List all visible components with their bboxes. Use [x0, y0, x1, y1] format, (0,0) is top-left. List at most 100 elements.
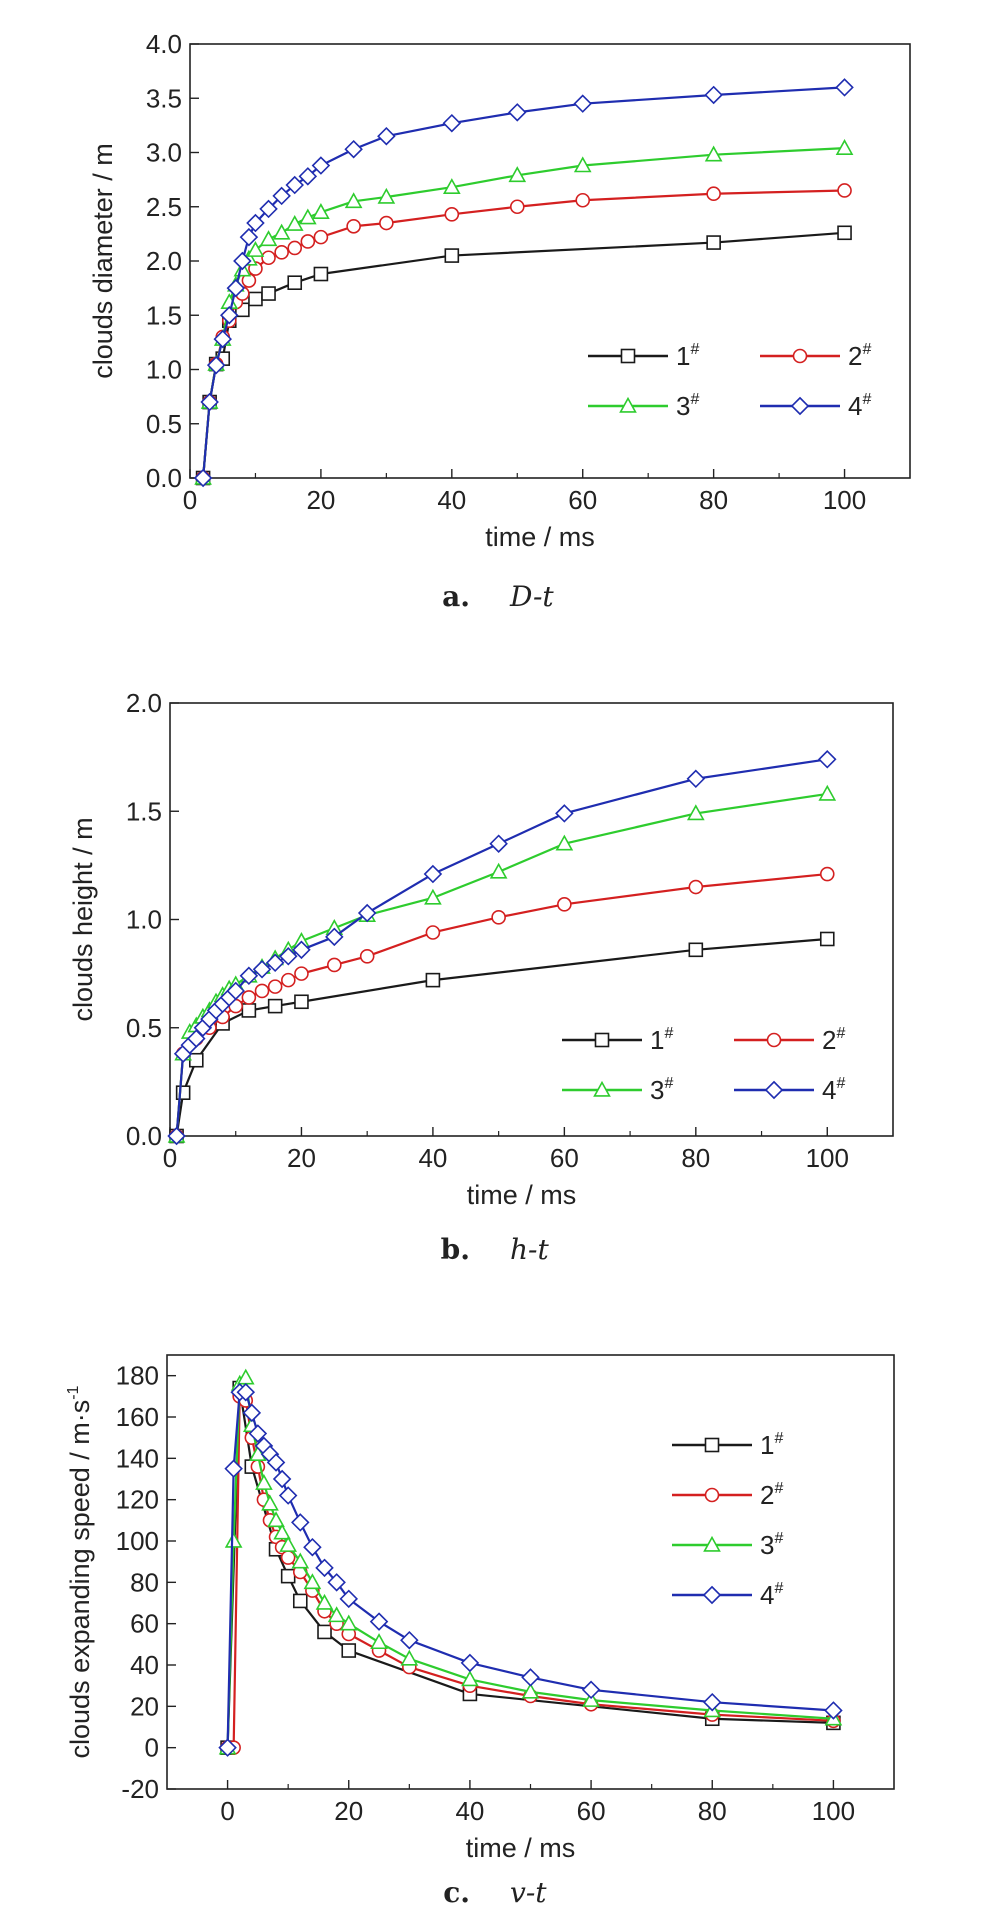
- legend-marker: [704, 1437, 720, 1453]
- x-tick-label: 80: [698, 1796, 727, 1826]
- x-axis-label: time / ms: [467, 1180, 577, 1210]
- y-tick-label: 20: [130, 1691, 159, 1721]
- legend-marker: [704, 1487, 720, 1503]
- x-tick-label: 0: [163, 1143, 177, 1173]
- data-point: [557, 897, 572, 912]
- legend: 1# 2# 3# 4#: [562, 1025, 845, 1105]
- data-point: [425, 925, 441, 940]
- x-tick-label: 80: [681, 1143, 710, 1173]
- data-point: [461, 1670, 479, 1687]
- y-tick-label: 0: [145, 1733, 159, 1763]
- x-tick-label: 40: [455, 1796, 484, 1826]
- legend-label: 4#: [822, 1075, 845, 1105]
- data-point: [259, 199, 278, 219]
- legend-marker: [790, 396, 810, 416]
- data-point: [344, 139, 363, 159]
- data-point: [509, 199, 525, 215]
- series-1: [195, 225, 852, 486]
- data-point: [287, 240, 303, 256]
- figure-caption: c. v-t: [443, 1876, 547, 1909]
- legend-marker: [593, 1080, 611, 1097]
- data-point: [704, 145, 723, 162]
- data-point: [241, 990, 257, 1005]
- legend-label: 4#: [760, 1580, 783, 1610]
- data-point: [239, 227, 259, 247]
- series-line: [201, 147, 845, 479]
- x-tick-label: 40: [418, 1143, 447, 1173]
- data-point: [292, 940, 311, 960]
- data-point: [272, 1469, 292, 1489]
- data-point: [313, 266, 329, 282]
- data-point: [702, 1692, 722, 1712]
- data-point: [688, 942, 704, 958]
- legend-label: 2#: [822, 1025, 845, 1055]
- data-point: [327, 1606, 346, 1623]
- data-point: [200, 392, 219, 412]
- data-point: [508, 166, 527, 183]
- data-point: [218, 1738, 237, 1757]
- data-point: [521, 1668, 540, 1687]
- data-point: [377, 187, 396, 204]
- data-point: [254, 983, 270, 999]
- data-point: [369, 1612, 389, 1631]
- legend-marker: [764, 1080, 784, 1100]
- data-point: [300, 234, 316, 249]
- y-tick-label: 2.5: [146, 192, 182, 222]
- series-3: [218, 1368, 843, 1755]
- data-point: [424, 888, 442, 905]
- series-line: [175, 937, 828, 1137]
- data-point: [294, 994, 309, 1010]
- data-point: [442, 178, 461, 194]
- legend-item: 3#: [588, 391, 699, 421]
- data-point: [265, 953, 285, 973]
- y-tick-label: 1.5: [126, 796, 162, 826]
- data-point: [242, 1403, 262, 1423]
- data-point: [226, 278, 246, 298]
- data-point: [379, 215, 394, 231]
- x-tick-label: 0: [220, 1796, 234, 1826]
- data-point: [246, 213, 265, 233]
- data-point: [248, 1424, 268, 1443]
- data-point: [213, 329, 232, 349]
- data-point: [313, 229, 329, 245]
- data-point: [272, 223, 291, 240]
- data-point: [346, 218, 361, 234]
- legend-marker: [792, 348, 808, 364]
- data-point: [339, 1589, 359, 1609]
- legend-label: 3#: [676, 391, 699, 421]
- series-line: [201, 189, 845, 479]
- data-point: [706, 235, 721, 250]
- data-point: [327, 1573, 346, 1592]
- data-point: [261, 250, 276, 266]
- chart-panel-c: 0 20 40 60 80 100 -20 0 20 40 60 80 100 120 140 160 180 t…: [65, 1354, 895, 1909]
- legend: 1# 2# 3# 4#: [672, 1430, 783, 1610]
- data-point: [167, 1126, 186, 1146]
- x-tick-label: 0: [183, 485, 197, 515]
- data-point: [339, 1614, 358, 1631]
- data-point: [248, 291, 263, 307]
- legend-label: 1#: [760, 1430, 783, 1460]
- data-point: [193, 468, 213, 488]
- y-tick-label: 2.0: [126, 688, 162, 718]
- caption-letter: c.: [443, 1876, 470, 1909]
- data-point: [226, 981, 245, 1001]
- data-point: [294, 966, 309, 981]
- legend-item: 1#: [562, 1025, 673, 1055]
- y-tick-label: 1.5: [146, 300, 182, 330]
- data-point: [835, 78, 854, 97]
- series-4: [193, 78, 854, 488]
- data-point: [280, 1568, 296, 1584]
- series-line: [201, 231, 845, 479]
- y-tick-label: 0.5: [146, 409, 182, 439]
- y-tick-label: 100: [116, 1526, 159, 1556]
- y-tick-label: 60: [130, 1609, 159, 1639]
- data-point: [298, 208, 317, 225]
- x-axis-label: time / ms: [466, 1833, 576, 1863]
- legend-label: 3#: [650, 1075, 673, 1105]
- x-tick-label: 60: [550, 1143, 579, 1173]
- legend-label: 1#: [676, 341, 699, 371]
- legend-item: 4#: [672, 1580, 783, 1610]
- data-point: [255, 1474, 273, 1490]
- data-point: [460, 1653, 480, 1673]
- data-point: [278, 1486, 298, 1505]
